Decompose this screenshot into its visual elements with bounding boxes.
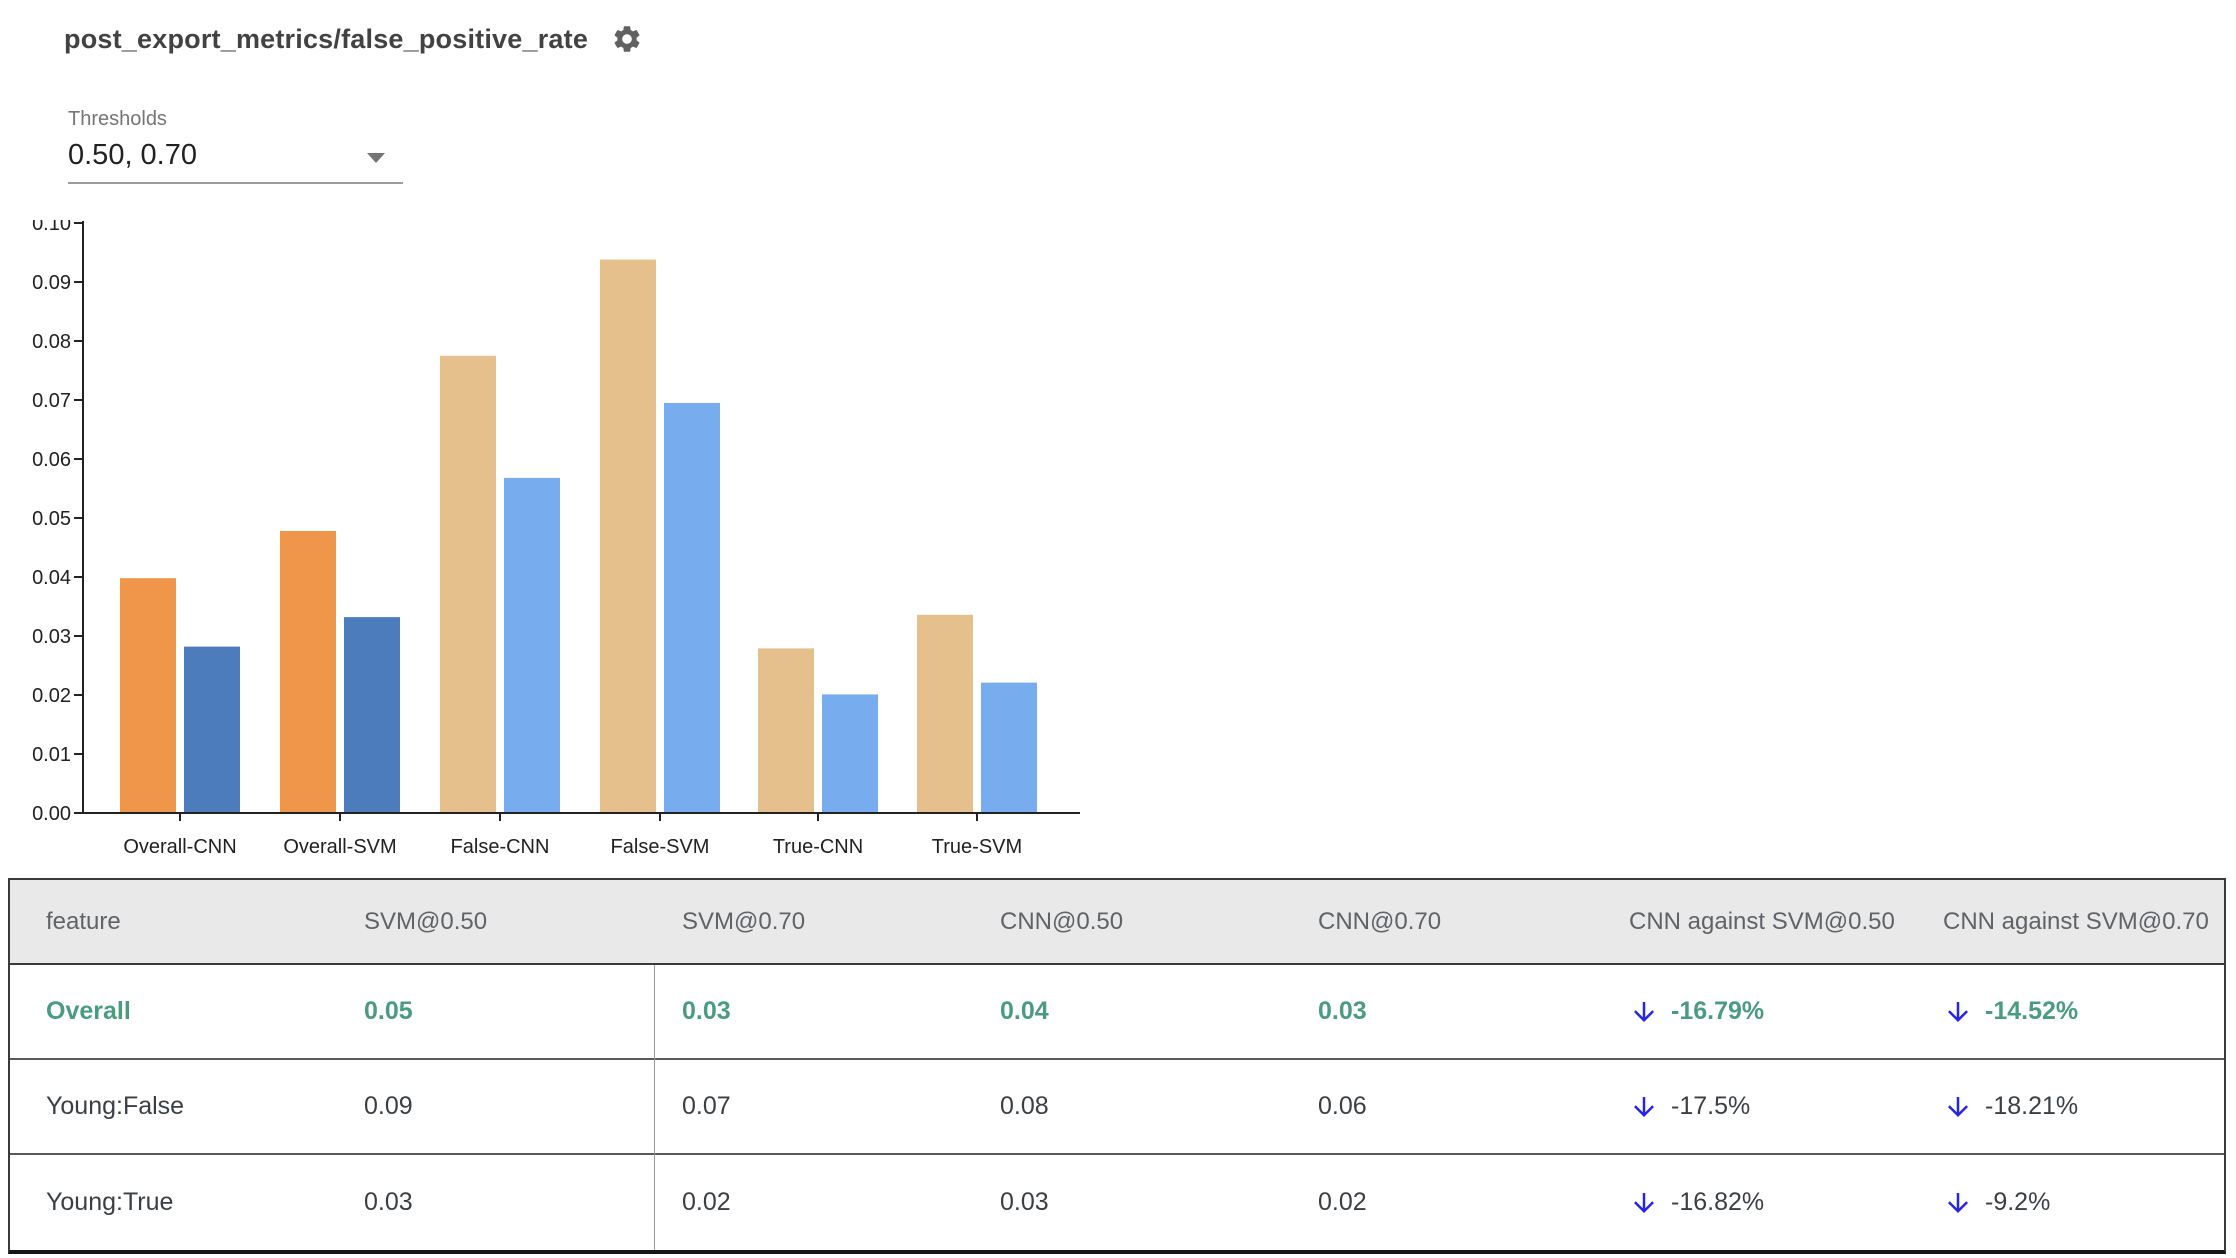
col-header-svm050: SVM@0.50 xyxy=(364,907,488,935)
cnn050-value: 0.03 xyxy=(1000,1188,1049,1216)
svg-text:0.03: 0.03 xyxy=(32,626,71,648)
cnn070-value: 0.02 xyxy=(1318,1188,1367,1216)
svg-text:0.05: 0.05 xyxy=(32,508,71,530)
cnn-against-svm050-cell: -16.82% xyxy=(1593,1187,1907,1219)
delta-value: -14.52% xyxy=(1985,997,2079,1025)
delta-value: -17.5% xyxy=(1671,1092,1751,1120)
arrow-down-icon xyxy=(1948,1192,1968,1213)
bar-chart-svg: 0.00 0.01 0.02 0.03 0.04 0.05 0.06 0.07 0.08 0.09… xyxy=(32,213,1080,858)
gear-icon xyxy=(614,26,640,52)
delta-value: -9.2% xyxy=(1985,1188,2051,1216)
table-row-overall: Overall 0.05 0.03 0.04 0.03 -16.79% -14.… xyxy=(10,965,2224,1060)
svm070-value: 0.03 xyxy=(682,997,731,1025)
thresholds-dropdown[interactable]: 0.50, 0.70 xyxy=(68,139,403,184)
svg-text:Overall-CNN: Overall-CNN xyxy=(123,836,236,858)
delta-value: -18.21% xyxy=(1985,1092,2079,1120)
svm050-value: 0.03 xyxy=(364,1188,413,1216)
svg-text:0.08: 0.08 xyxy=(32,331,71,353)
feature-label: Young:False xyxy=(46,1092,185,1120)
cnn-against-svm050-cell: -16.79% xyxy=(1593,996,1907,1028)
table-row-young-false: Young:False 0.09 0.07 0.08 0.06 -17.5% -… xyxy=(10,1060,2224,1155)
cnn-against-svm070-cell: -14.52% xyxy=(1907,996,2224,1028)
arrow-down-icon xyxy=(1948,1001,1968,1022)
dropdown-arrow-icon xyxy=(367,153,385,163)
feature-label: Young:True xyxy=(46,1188,174,1216)
delta-value: -16.79% xyxy=(1671,997,1765,1025)
svg-text:0.07: 0.07 xyxy=(32,390,71,412)
svg-text:False-SVM: False-SVM xyxy=(611,836,710,858)
col-header-svm070: SVM@0.70 xyxy=(682,907,806,935)
arrow-down-icon xyxy=(1948,1096,1968,1117)
svm070-value: 0.07 xyxy=(682,1092,731,1120)
cnn-against-svm050-cell: -17.5% xyxy=(1593,1091,1907,1123)
svg-text:0.02: 0.02 xyxy=(32,685,71,707)
arrow-down-icon xyxy=(1634,1001,1654,1022)
svg-text:False-CNN: False-CNN xyxy=(451,836,550,858)
cnn-against-svm070-cell: -9.2% xyxy=(1907,1187,2224,1219)
false-positive-rate-chart: 0.00 0.01 0.02 0.03 0.04 0.05 0.06 0.07 0.08 0.09… xyxy=(0,213,1120,900)
table-body: Overall 0.05 0.03 0.04 0.03 -16.79% -14.… xyxy=(10,965,2224,1250)
col-header-cnn-against-svm070: CNN against SVM@0.70 xyxy=(1943,907,2209,935)
svm070-value: 0.02 xyxy=(682,1188,731,1216)
cnn050-value: 0.04 xyxy=(1000,997,1049,1025)
col-header-cnn-against-svm050: CNN against SVM@0.50 xyxy=(1629,907,1895,935)
col-header-cnn050: CNN@0.50 xyxy=(1000,907,1124,935)
svg-text:Overall-SVM: Overall-SVM xyxy=(283,836,396,858)
thresholds-control: Thresholds 0.50, 0.70 xyxy=(68,108,403,184)
svg-text:True-CNN: True-CNN xyxy=(773,836,863,858)
page-title: post_export_metrics/false_positive_rate xyxy=(64,23,589,54)
table-row-young-true: Young:True 0.03 0.02 0.03 0.02 -16.82% -… xyxy=(10,1155,2224,1250)
table-header-row: feature SVM@0.50 SVM@0.70 CNN@0.50 CNN@0… xyxy=(10,880,2224,965)
svm050-value: 0.05 xyxy=(364,997,413,1025)
svg-text:True-SVM: True-SVM xyxy=(932,836,1022,858)
svg-text:0.01: 0.01 xyxy=(32,744,71,766)
cnn050-value: 0.08 xyxy=(1000,1092,1049,1120)
svg-text:0.09: 0.09 xyxy=(32,272,71,294)
thresholds-value: 0.50, 0.70 xyxy=(68,139,197,171)
svg-text:0.00: 0.00 xyxy=(32,803,71,825)
svg-text:0.10: 0.10 xyxy=(32,220,71,235)
metrics-table: feature SVM@0.50 SVM@0.70 CNN@0.50 CNN@0… xyxy=(8,878,2226,1254)
svm050-value: 0.09 xyxy=(364,1092,413,1120)
delta-value: -16.82% xyxy=(1671,1188,1765,1216)
arrow-down-icon xyxy=(1634,1192,1654,1213)
title-row: post_export_metrics/false_positive_rate xyxy=(64,22,644,56)
arrow-down-icon xyxy=(1634,1096,1654,1117)
thresholds-label: Thresholds xyxy=(68,108,167,130)
cnn-against-svm070-cell: -18.21% xyxy=(1907,1091,2224,1123)
col-header-feature: feature xyxy=(46,907,121,935)
feature-label: Overall xyxy=(46,997,131,1025)
svg-text:0.04: 0.04 xyxy=(32,567,71,589)
svg-text:0.06: 0.06 xyxy=(32,449,71,471)
settings-gear-icon[interactable] xyxy=(610,22,644,56)
cnn070-value: 0.03 xyxy=(1318,997,1367,1025)
col-header-cnn070: CNN@0.70 xyxy=(1318,907,1442,935)
cnn070-value: 0.06 xyxy=(1318,1092,1367,1120)
